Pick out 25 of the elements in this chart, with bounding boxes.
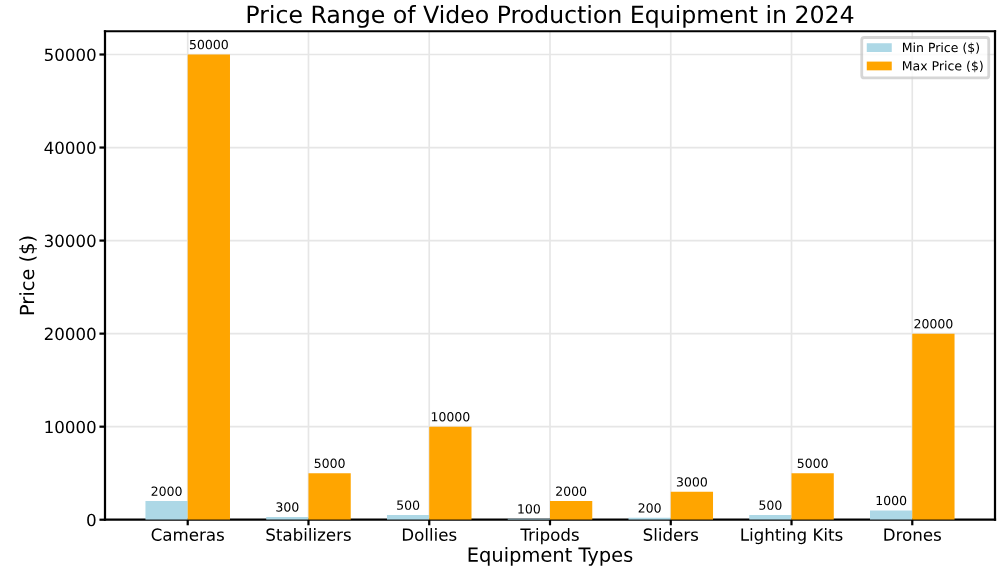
- x-tick-label: Drones: [884, 528, 941, 541]
- bar: [670, 491, 714, 520]
- bar: [187, 54, 230, 520]
- x-tick-label: Sliders: [643, 528, 699, 541]
- x-tick-label: Stabilizers: [266, 528, 351, 541]
- y-tick-label: 40000: [44, 141, 96, 155]
- x-tick-label: Cameras: [151, 528, 224, 541]
- y-tick-label: 20000: [44, 327, 96, 341]
- bar: [308, 473, 351, 520]
- bar: [145, 501, 188, 520]
- bar: [791, 473, 834, 520]
- x-tick-label: Tripods: [520, 528, 579, 545]
- x-axis-title: Equipment Types: [468, 546, 633, 566]
- x-tick-label: Lighting Kits: [741, 528, 843, 545]
- y-tick-label: 30000: [44, 234, 96, 248]
- bar: [912, 333, 955, 520]
- chart-title: Price Range of Video Production Equipment in 2024: [247, 4, 854, 28]
- bar: [870, 510, 913, 520]
- y-tick-label: 10000: [45, 420, 96, 434]
- y-axis-title: Price ($): [19, 236, 37, 315]
- bar: [429, 426, 472, 520]
- bar: [550, 501, 593, 520]
- y-tick-label: 50000: [44, 48, 96, 62]
- x-tick-label: Dollies: [402, 528, 457, 541]
- y-tick-label: 0: [87, 513, 96, 527]
